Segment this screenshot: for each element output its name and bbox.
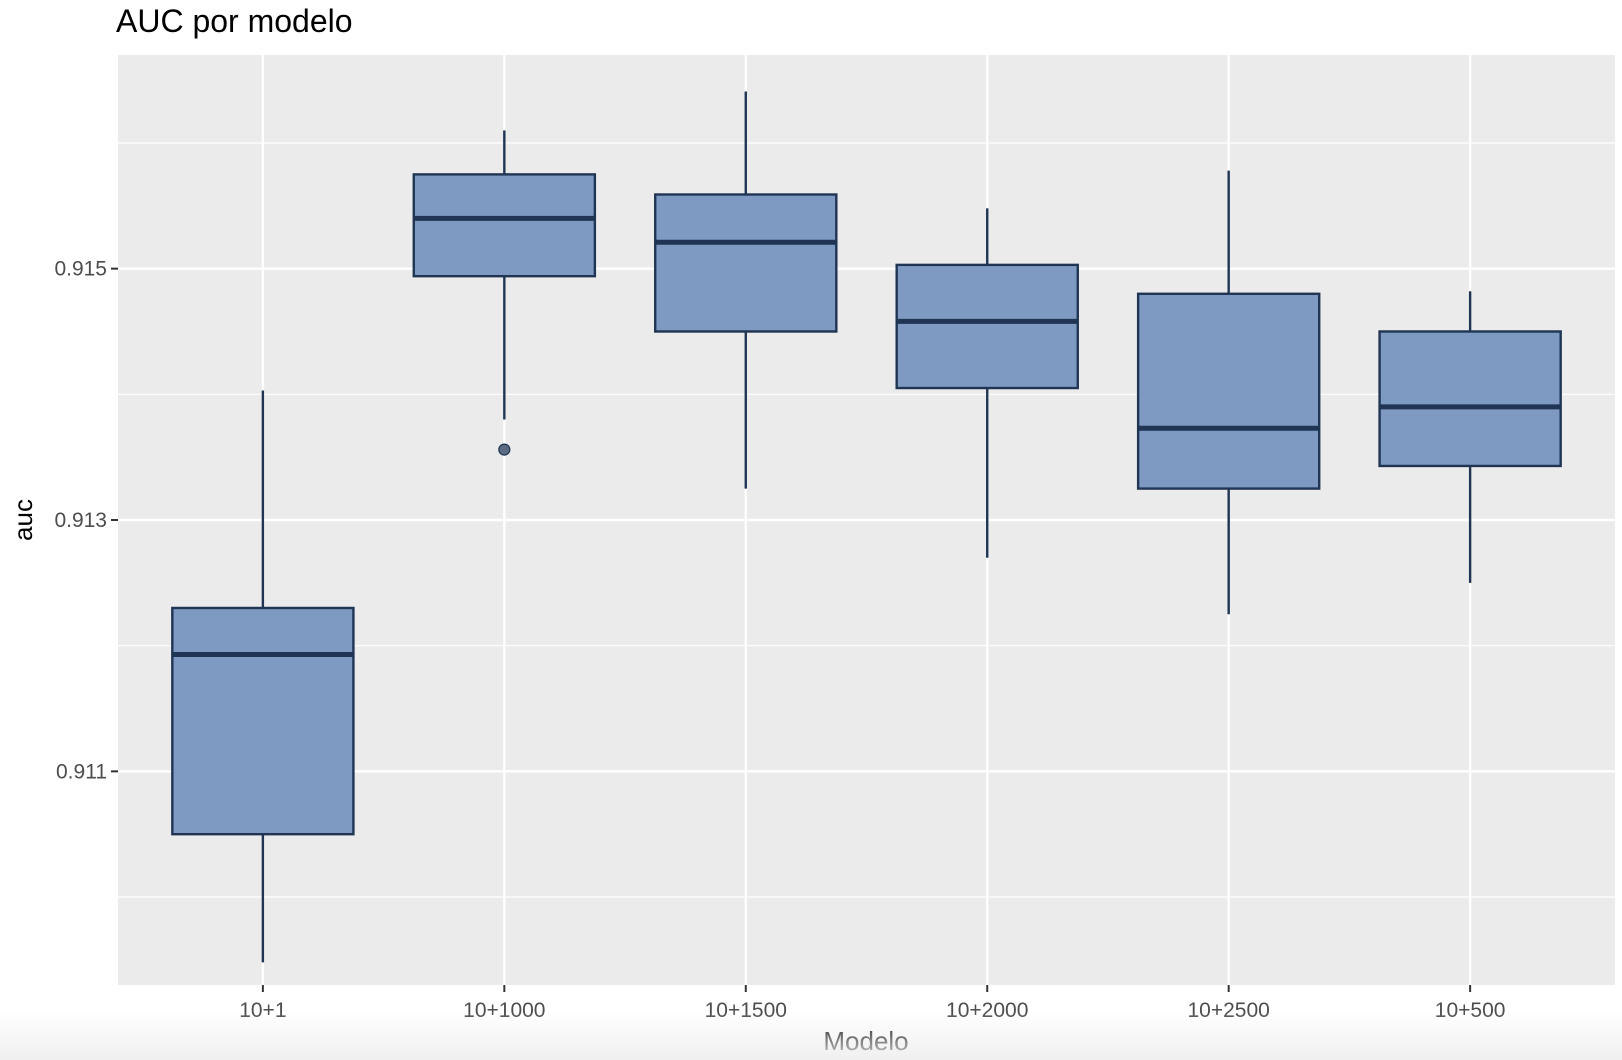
box-iqr [1136, 292, 1321, 490]
y-tick-label: 0.915 [54, 258, 107, 281]
box-iqr [654, 193, 838, 333]
box-10+1 [171, 390, 355, 963]
x-axis: 10+1 10+1000 10+1500 10+2000 10+2500 10+500 [239, 985, 1505, 1022]
box-10+1500 [654, 91, 838, 489]
y-tick-label: 0.911 [56, 760, 107, 783]
y-tick-label: 0.913 [54, 509, 107, 532]
x-tick-label: 10+2000 [946, 999, 1028, 1022]
outlier-point [498, 443, 511, 456]
x-tick-label: 10+2500 [1188, 999, 1270, 1022]
x-tick-label: 10+1000 [463, 999, 545, 1022]
box-iqr [1378, 330, 1562, 468]
y-axis: 0.911 0.913 0.915 [54, 258, 118, 783]
minor-gridlines [118, 142, 1615, 898]
y-axis-title: auc [8, 499, 38, 541]
box-10+500 [1378, 291, 1562, 583]
box-10+2500 [1136, 170, 1321, 615]
box-10+1000 [412, 130, 597, 456]
x-axis-title: Modelo [823, 1026, 908, 1056]
box-iqr [895, 263, 1079, 390]
box-iqr [412, 173, 597, 278]
box-10+2000 [895, 208, 1079, 558]
x-tick-label: 10+1 [239, 999, 286, 1022]
x-tick-label: 10+500 [1435, 999, 1506, 1022]
boxplot-series [171, 91, 1562, 963]
box-iqr [171, 606, 355, 836]
chart-title: AUC por modelo [116, 3, 353, 39]
x-tick-label: 10+1500 [705, 999, 787, 1022]
